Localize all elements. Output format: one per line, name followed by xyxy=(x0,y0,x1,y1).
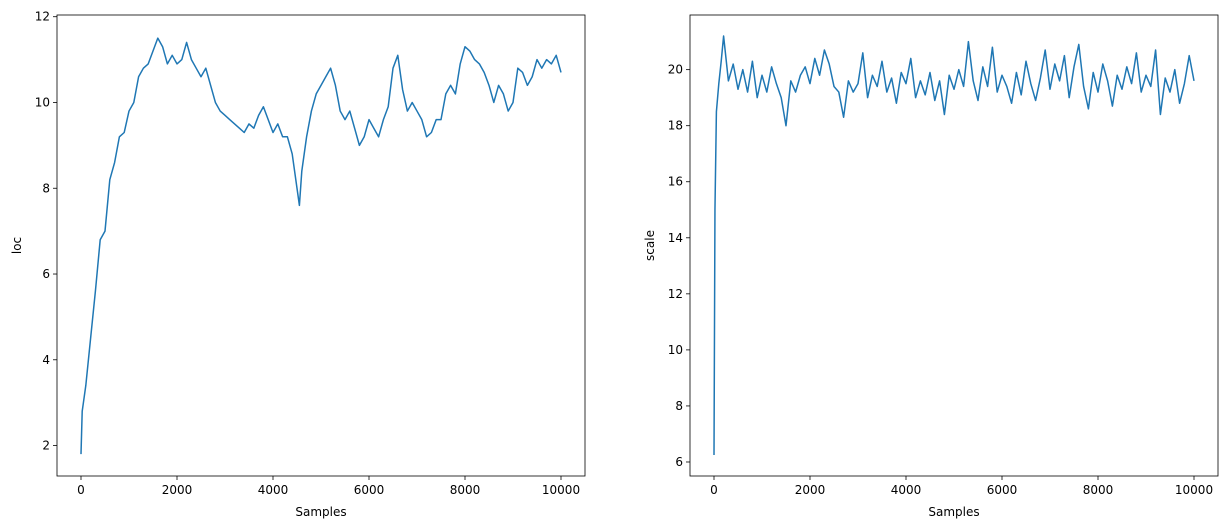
x-tick-label: 8000 xyxy=(1083,483,1114,497)
y-tick-label: 12 xyxy=(35,10,50,24)
axes-frame xyxy=(56,14,586,477)
x-tick-label: 8000 xyxy=(450,483,481,497)
y-axis-label: loc xyxy=(10,237,24,254)
y-tick-label: 10 xyxy=(668,343,683,357)
x-tick-label: 6000 xyxy=(354,483,385,497)
y-tick-label: 12 xyxy=(668,287,683,301)
y-axis-label: scale xyxy=(643,230,657,261)
x-tick-label: 0 xyxy=(710,483,718,497)
x-tick-label: 10000 xyxy=(542,483,580,497)
y-tick-label: 18 xyxy=(668,119,683,133)
y-tick-label: 20 xyxy=(668,63,683,77)
x-tick-label: 4000 xyxy=(891,483,922,497)
y-tick-label: 8 xyxy=(42,181,50,195)
x-tick-label: 2000 xyxy=(162,483,193,497)
y-tick-label: 4 xyxy=(42,353,50,367)
x-tick-label: 2000 xyxy=(795,483,826,497)
x-tick-label: 10000 xyxy=(1175,483,1213,497)
y-tick-label: 10 xyxy=(35,95,50,109)
y-tick-label: 6 xyxy=(675,455,683,469)
x-tick-label: 0 xyxy=(77,483,85,497)
data-line xyxy=(80,37,562,455)
y-tick-label: 8 xyxy=(675,399,683,413)
y-tick-label: 14 xyxy=(668,231,683,245)
x-axis-label: Samples xyxy=(928,505,979,519)
y-tick-label: 16 xyxy=(668,175,683,189)
y-tick-label: 6 xyxy=(42,267,50,281)
y-tick-label: 2 xyxy=(42,439,50,453)
x-tick-label: 4000 xyxy=(258,483,289,497)
x-tick-label: 6000 xyxy=(987,483,1018,497)
x-axis-label: Samples xyxy=(295,505,346,519)
data-line xyxy=(713,35,1195,455)
axes-frame xyxy=(689,14,1219,477)
